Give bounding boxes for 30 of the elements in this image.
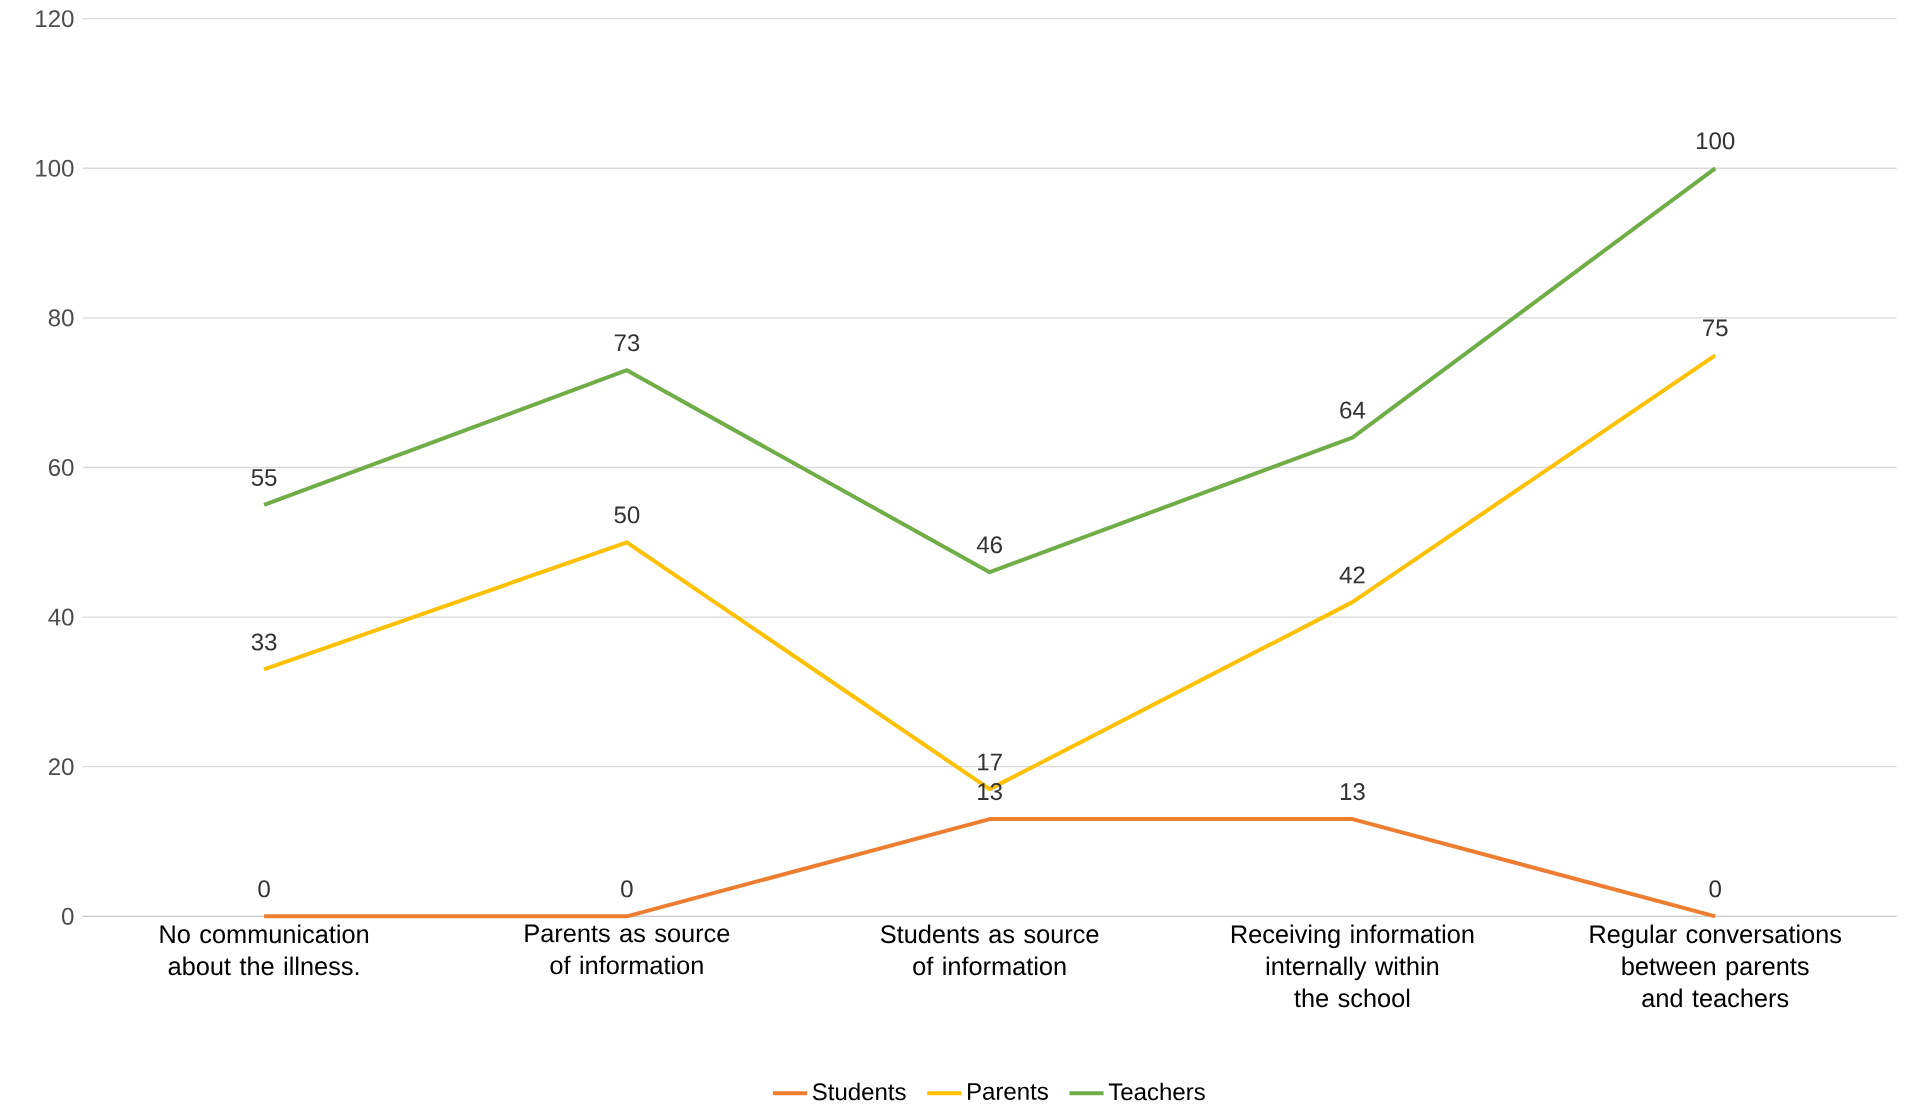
y-tick-label: 40 bbox=[48, 608, 74, 626]
legend-label: Students bbox=[812, 1082, 906, 1101]
y-tick-label: 80 bbox=[48, 309, 74, 327]
data-label: 73 bbox=[614, 334, 640, 352]
y-tick-label: 20 bbox=[48, 758, 74, 776]
data-label: 13 bbox=[1340, 783, 1365, 801]
data-label: 50 bbox=[614, 506, 640, 524]
x-tick-label: Receiving information internally within the school bbox=[1231, 924, 1474, 1008]
data-label: 55 bbox=[251, 469, 277, 486]
data-label: 0 bbox=[621, 880, 633, 898]
data-label: 100 bbox=[1697, 132, 1735, 150]
data-label: 42 bbox=[1339, 566, 1365, 584]
y-tick-label: 0 bbox=[62, 907, 74, 925]
x-tick-label: No communication about the illness. bbox=[160, 924, 369, 976]
legend-label: Parents bbox=[968, 1083, 1048, 1100]
data-label: 0 bbox=[258, 880, 270, 898]
data-label: 13 bbox=[978, 783, 1002, 801]
x-tick-label: Regular conversations between parents and teachers bbox=[1590, 924, 1842, 1008]
legend-label: Teachers bbox=[1108, 1082, 1205, 1101]
data-label: 17 bbox=[978, 753, 1002, 771]
y-tick-label: 120 bbox=[36, 10, 74, 28]
data-label: 46 bbox=[976, 536, 1002, 554]
x-tick-label: Students as source of information bbox=[880, 924, 1099, 976]
data-label: 0 bbox=[1709, 880, 1721, 898]
data-label: 64 bbox=[1340, 401, 1366, 419]
data-label: 33 bbox=[251, 633, 277, 651]
y-tick-label: 60 bbox=[48, 458, 74, 476]
x-tick-label: Parents as source of information bbox=[525, 924, 730, 975]
data-label: 75 bbox=[1703, 319, 1728, 337]
y-tick-label: 100 bbox=[36, 159, 74, 177]
